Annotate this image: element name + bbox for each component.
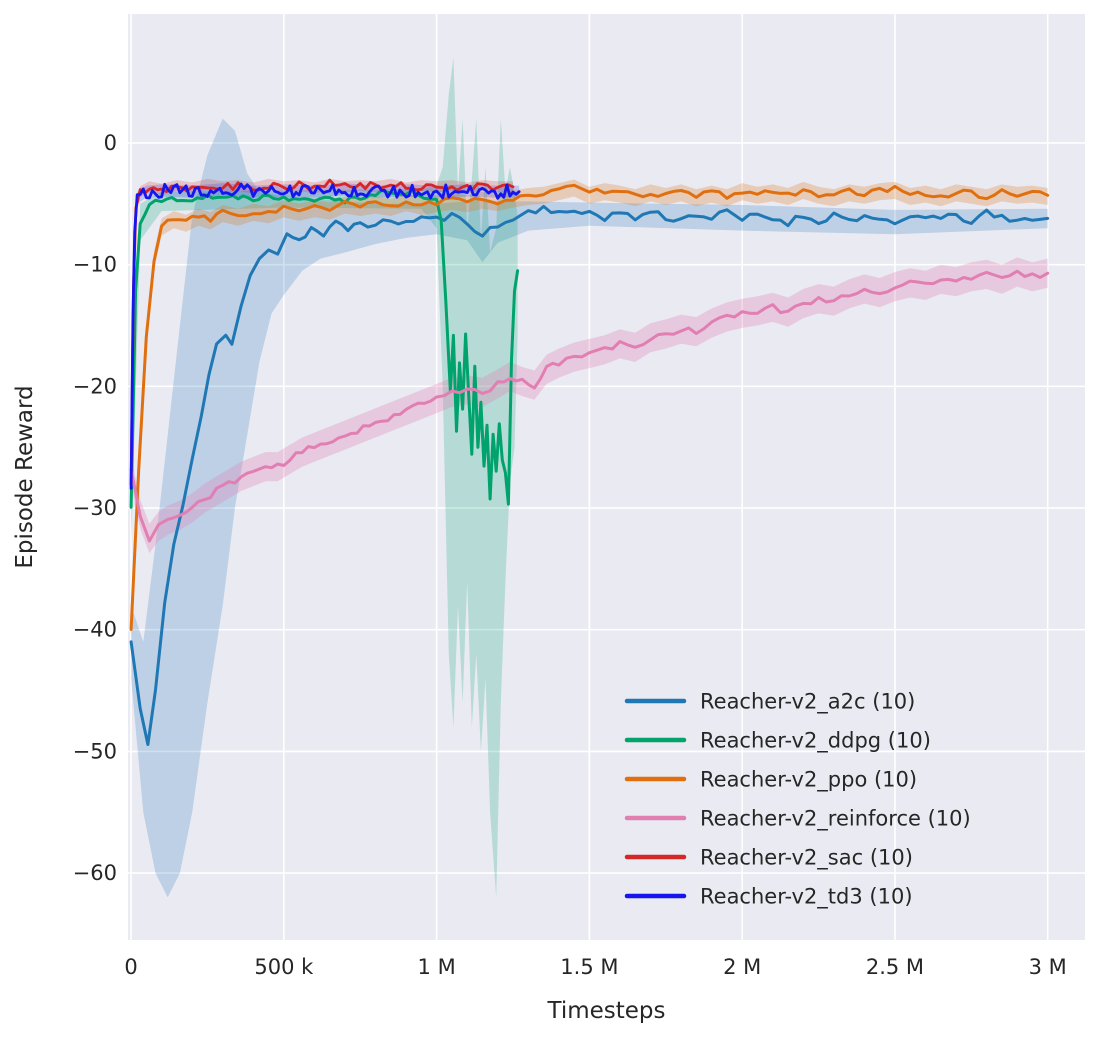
series-line-ddpg bbox=[129, 188, 520, 509]
x-tick-label: 0 bbox=[124, 955, 137, 979]
legend-entry-td3: Reacher-v2_td3 (10) bbox=[624, 885, 913, 910]
legend-label-ddpg: Reacher-v2_ddpg (10) bbox=[700, 729, 931, 754]
legend-label-reinforce: Reacher-v2_reinforce (10) bbox=[700, 807, 971, 832]
legend-entry-ddpg: Reacher-v2_ddpg (10) bbox=[624, 729, 931, 754]
y-tick-label: 0 bbox=[104, 131, 117, 155]
legend-entry-sac: Reacher-v2_sac (10) bbox=[624, 846, 913, 871]
x-axis-label: Timesteps bbox=[546, 998, 665, 1024]
x-tick-label: 3 M bbox=[1029, 955, 1067, 979]
y-tick-label: −40 bbox=[73, 618, 117, 642]
y-tick-label: −10 bbox=[73, 253, 117, 277]
legend-label-ppo: Reacher-v2_ppo (10) bbox=[700, 768, 917, 793]
y-tick-label: −20 bbox=[73, 374, 117, 398]
y-tick-label: −60 bbox=[73, 861, 117, 885]
legend-entry-ppo: Reacher-v2_ppo (10) bbox=[624, 768, 917, 793]
legend-label-td3: Reacher-v2_td3 (10) bbox=[700, 885, 913, 910]
legend-entry-reinforce: Reacher-v2_reinforce (10) bbox=[624, 807, 971, 832]
x-tick-label: 2.5 M bbox=[866, 955, 924, 979]
series-line-reinforce bbox=[129, 269, 1050, 543]
x-tick-label: 500 k bbox=[254, 955, 314, 979]
plot-area bbox=[128, 14, 1085, 940]
y-axis-label: Episode Reward bbox=[12, 385, 38, 568]
y-tick-label: −30 bbox=[73, 496, 117, 520]
legend-entry-a2c: Reacher-v2_a2c (10) bbox=[624, 690, 915, 715]
x-tick-label: 1.5 M bbox=[560, 955, 618, 979]
series-line-a2c bbox=[129, 204, 1050, 746]
series-band-reinforce bbox=[131, 257, 1048, 554]
legend-label-a2c: Reacher-v2_a2c (10) bbox=[700, 690, 915, 715]
y-tick-label: −50 bbox=[73, 739, 117, 763]
x-tick-label: 2 M bbox=[723, 955, 761, 979]
x-tick-label: 1 M bbox=[418, 955, 456, 979]
legend: Reacher-v2_a2c (10) Reacher-v2_ddpg (10) R… bbox=[624, 690, 971, 910]
series-line-td3 bbox=[129, 182, 521, 490]
series-line-ppo bbox=[129, 183, 1050, 631]
legend-label-sac: Reacher-v2_sac (10) bbox=[700, 846, 913, 871]
